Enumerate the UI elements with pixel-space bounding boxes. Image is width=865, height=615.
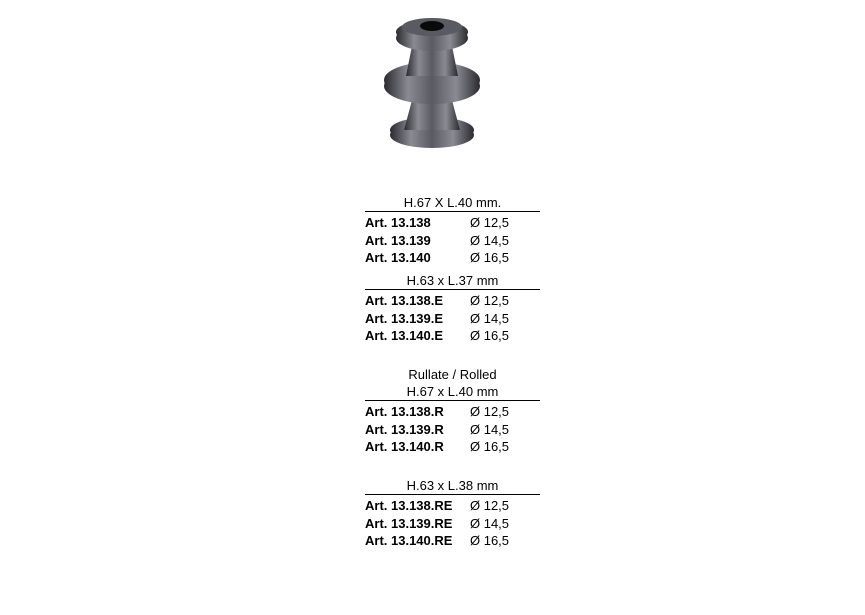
- diameter-value: Ø 12,5: [470, 497, 509, 515]
- spec-row: Art. 13.139.E Ø 14,5: [365, 310, 540, 328]
- spec-row: Art. 13.138.R Ø 12,5: [365, 403, 540, 421]
- spec-block-4: H.63 x L.38 mm Art. 13.138.RE Ø 12,5 Art…: [365, 478, 540, 550]
- diameter-value: Ø 16,5: [470, 327, 509, 345]
- spec-row: Art. 13.140 Ø 16,5: [365, 249, 540, 267]
- diameter-value: Ø 14,5: [470, 310, 509, 328]
- diameter-value: Ø 14,5: [470, 515, 509, 533]
- spec-row: Art. 13.139 Ø 14,5: [365, 232, 540, 250]
- spec-row: Art. 13.138.RE Ø 12,5: [365, 497, 540, 515]
- article-code: Art. 13.138: [365, 214, 470, 232]
- article-code: Art. 13.138.RE: [365, 497, 470, 515]
- article-code: Art. 13.140.R: [365, 438, 470, 456]
- article-code: Art. 13.138.E: [365, 292, 470, 310]
- article-code: Art. 13.139.R: [365, 421, 470, 439]
- diameter-value: Ø 12,5: [470, 403, 509, 421]
- diameter-value: Ø 14,5: [470, 421, 509, 439]
- dimensions-header: H.63 x L.38 mm: [365, 478, 540, 495]
- spec-row: Art. 13.139.RE Ø 14,5: [365, 515, 540, 533]
- spec-row: Art. 13.140.RE Ø 16,5: [365, 532, 540, 550]
- article-code: Art. 13.139.RE: [365, 515, 470, 533]
- article-code: Art. 13.140.RE: [365, 532, 470, 550]
- article-code: Art. 13.140: [365, 249, 470, 267]
- diameter-value: Ø 16,5: [470, 438, 509, 456]
- diameter-value: Ø 12,5: [470, 292, 509, 310]
- diameter-value: Ø 14,5: [470, 232, 509, 250]
- spec-row: Art. 13.138.E Ø 12,5: [365, 292, 540, 310]
- dimensions-header: H.63 x L.37 mm: [365, 273, 540, 290]
- variant-label: Rullate / Rolled: [365, 367, 540, 384]
- spec-block-2: H.63 x L.37 mm Art. 13.138.E Ø 12,5 Art.…: [365, 273, 540, 345]
- spec-row: Art. 13.140.E Ø 16,5: [365, 327, 540, 345]
- spec-block-3: Rullate / Rolled H.67 x L.40 mm Art. 13.…: [365, 367, 540, 456]
- article-code: Art. 13.139.E: [365, 310, 470, 328]
- article-code: Art. 13.140.E: [365, 327, 470, 345]
- diameter-value: Ø 16,5: [470, 532, 509, 550]
- spec-row: Art. 13.139.R Ø 14,5: [365, 421, 540, 439]
- spec-row: Art. 13.140.R Ø 16,5: [365, 438, 540, 456]
- spec-row: Art. 13.138 Ø 12,5: [365, 214, 540, 232]
- diameter-value: Ø 12,5: [470, 214, 509, 232]
- article-code: Art. 13.138.R: [365, 403, 470, 421]
- product-image: [380, 8, 485, 153]
- diameter-value: Ø 16,5: [470, 249, 509, 267]
- spec-block-1: H.67 X L.40 mm. Art. 13.138 Ø 12,5 Art. …: [365, 195, 540, 267]
- dimensions-header: H.67 x L.40 mm: [365, 384, 540, 401]
- article-code: Art. 13.139: [365, 232, 470, 250]
- dimensions-header: H.67 X L.40 mm.: [365, 195, 540, 212]
